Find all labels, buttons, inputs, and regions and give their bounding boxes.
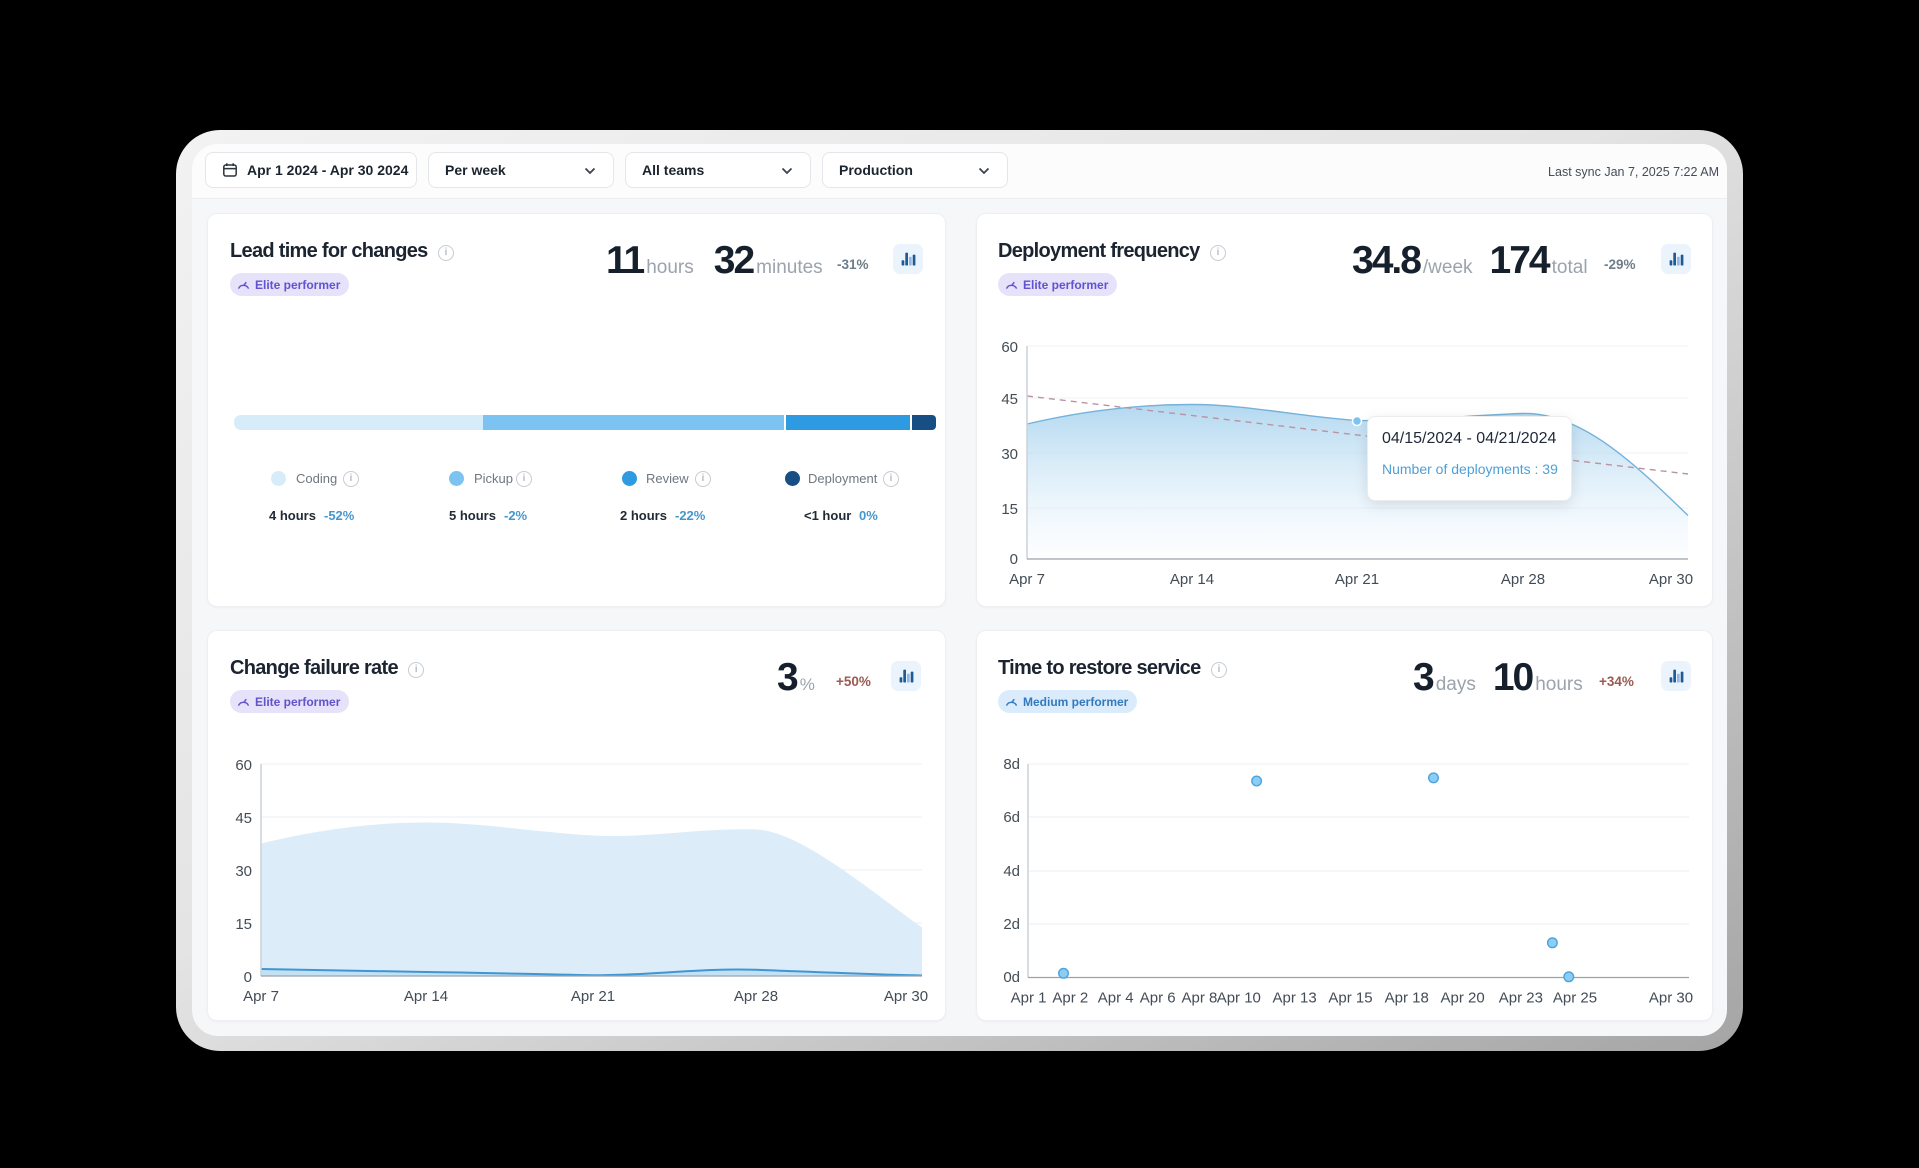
svg-text:Apr 4: Apr 4 [1098,990,1134,1007]
svg-text:Apr 13: Apr 13 [1272,990,1316,1007]
svg-text:Apr 2: Apr 2 [1052,990,1088,1007]
svg-text:15: 15 [235,916,252,933]
svg-text:45: 45 [235,810,252,827]
svg-text:45: 45 [1001,391,1018,408]
svg-text:Apr 30: Apr 30 [884,988,928,1005]
svg-text:Apr 21: Apr 21 [1335,571,1379,588]
svg-text:Apr 28: Apr 28 [1501,571,1545,588]
svg-text:0: 0 [244,969,252,986]
svg-text:8d: 8d [1003,756,1020,773]
svg-text:30: 30 [235,863,252,880]
svg-text:60: 60 [235,757,252,774]
svg-text:Apr 6: Apr 6 [1140,990,1176,1007]
svg-text:Apr 30: Apr 30 [1649,571,1693,588]
svg-text:Apr 30: Apr 30 [1649,990,1693,1007]
svg-text:0d: 0d [1003,969,1020,986]
svg-text:Apr 15: Apr 15 [1328,990,1372,1007]
svg-text:Apr 18: Apr 18 [1385,990,1429,1007]
svg-text:30: 30 [1001,446,1018,463]
svg-text:Apr 1: Apr 1 [1011,990,1047,1007]
svg-text:Apr 7: Apr 7 [243,988,279,1005]
svg-text:0: 0 [1010,551,1018,568]
svg-text:15: 15 [1001,501,1018,518]
svg-text:Apr 14: Apr 14 [1170,571,1214,588]
svg-text:Apr 10: Apr 10 [1217,990,1261,1007]
svg-text:Apr 23: Apr 23 [1499,990,1543,1007]
svg-text:Apr 7: Apr 7 [1009,571,1045,588]
svg-text:Apr 25: Apr 25 [1553,990,1597,1007]
svg-text:Apr 21: Apr 21 [571,988,615,1005]
svg-text:4d: 4d [1003,863,1020,880]
svg-text:60: 60 [1001,339,1018,356]
svg-text:Apr 20: Apr 20 [1440,990,1484,1007]
svg-text:Apr 14: Apr 14 [404,988,448,1005]
svg-text:2d: 2d [1003,916,1020,933]
svg-text:Apr 28: Apr 28 [734,988,778,1005]
svg-text:Apr 8: Apr 8 [1181,990,1217,1007]
svg-text:6d: 6d [1003,809,1020,826]
